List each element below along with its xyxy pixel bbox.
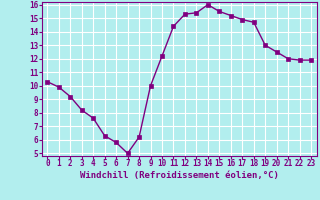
X-axis label: Windchill (Refroidissement éolien,°C): Windchill (Refroidissement éolien,°C) xyxy=(80,171,279,180)
